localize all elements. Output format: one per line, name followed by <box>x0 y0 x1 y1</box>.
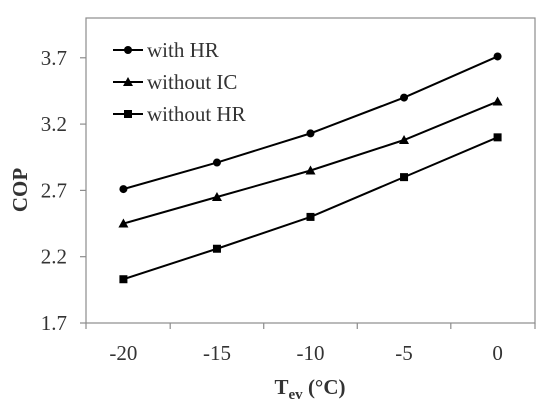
x-tick-label: 0 <box>492 341 503 365</box>
legend-item-without-hr: without HR <box>113 102 246 126</box>
data-point-without-ic <box>118 218 129 228</box>
data-point-without-hr <box>119 275 128 284</box>
y-tick-label: 2.7 <box>41 178 67 202</box>
data-point-with-hr <box>493 52 502 61</box>
legend-label: without IC <box>147 70 237 94</box>
y-tick-label: 2.2 <box>41 245 67 269</box>
x-axis-label-subscript: ev <box>289 387 304 403</box>
legend-label: without HR <box>147 102 246 126</box>
x-tick-label: -15 <box>203 341 231 365</box>
axes: -20 -15 -10 -5 0 1.7 2.2 2.7 3.2 3.7 <box>41 17 536 365</box>
y-tick-label: 1.7 <box>41 311 67 335</box>
y-tick-label: 3.2 <box>41 112 67 136</box>
legend-marker <box>123 77 133 86</box>
data-point-with-hr <box>400 93 409 102</box>
x-axis-label-unit: (°C) <box>303 375 346 399</box>
y-axis-label: COP <box>8 168 32 213</box>
x-axis-label-main: T <box>275 375 289 399</box>
y-tick-label: 3.7 <box>41 46 67 70</box>
data-point-with-hr <box>212 158 221 167</box>
data-point-without-hr <box>493 133 502 142</box>
plot-frame <box>85 17 536 324</box>
legend-item-without-ic: without IC <box>113 70 237 94</box>
data-point-with-hr <box>119 185 128 194</box>
data-point-without-ic <box>305 165 316 175</box>
legend-item-with-hr: with HR <box>113 38 219 62</box>
legend-marker <box>124 110 132 118</box>
data-point-without-hr <box>400 173 409 182</box>
x-tick-label: -10 <box>297 341 325 365</box>
series-markers <box>118 52 503 284</box>
data-point-without-ic <box>492 96 503 106</box>
x-tick-label: -20 <box>109 341 137 365</box>
legend: with HR without IC without HR <box>113 38 246 126</box>
data-point-with-hr <box>306 129 315 138</box>
legend-label: with HR <box>147 38 219 62</box>
x-axis-label: Tev (°C) <box>275 375 346 403</box>
legend-marker <box>124 46 132 54</box>
x-tick-label: -5 <box>395 341 413 365</box>
data-point-without-hr <box>212 244 221 253</box>
data-point-without-hr <box>306 212 315 221</box>
axis-labels: COP Tev (°C) <box>8 168 346 403</box>
data-point-without-ic <box>211 192 222 202</box>
data-point-without-ic <box>399 135 410 144</box>
